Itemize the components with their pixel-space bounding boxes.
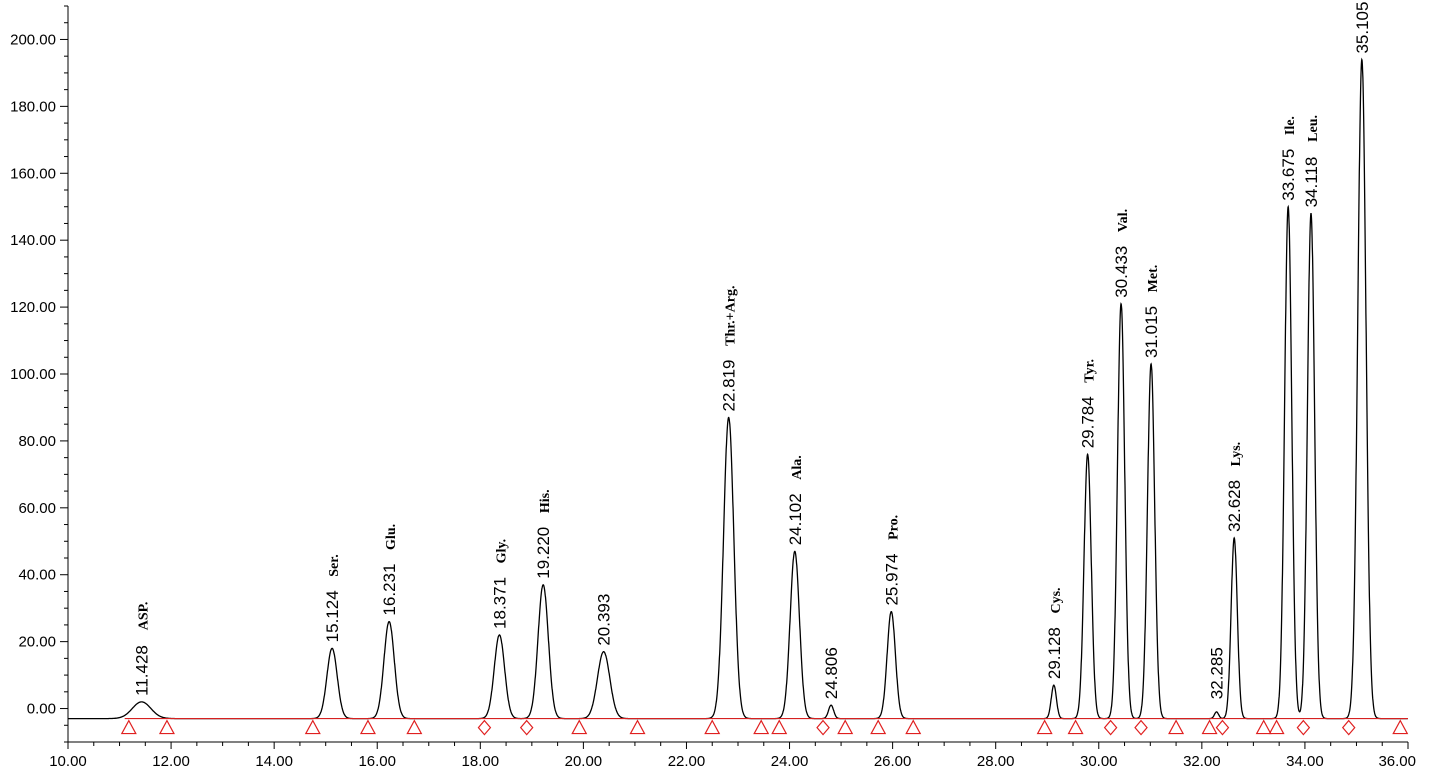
x-tick-label: 18.00	[462, 753, 500, 770]
x-tick-label: 10.00	[49, 753, 87, 770]
peak-retention-label: 18.371	[490, 577, 509, 629]
x-tick-label: 12.00	[152, 753, 190, 770]
peak-retention-label: 30.433	[1112, 246, 1131, 298]
y-tick-label: 40.00	[18, 567, 56, 584]
x-tick-label: 30.00	[1080, 753, 1118, 770]
peak-compound-label: Ala.	[790, 455, 805, 480]
trace-group	[68, 57, 1408, 720]
peak-compound-label: Lys.	[1229, 442, 1244, 467]
diamond-marker	[477, 719, 492, 736]
peak-compound-label: Tyr.	[1083, 359, 1098, 383]
x-tick-label: 22.00	[668, 753, 706, 770]
triangle-marker	[1168, 719, 1185, 735]
peak-compound-label: Ser.	[327, 554, 342, 576]
y-tick-label: 20.00	[18, 634, 56, 651]
peak-retention-label: 29.784	[1079, 396, 1098, 448]
peak-retention-label: 16.231	[380, 564, 399, 616]
triangle-marker	[629, 719, 646, 735]
triangle-marker	[158, 719, 175, 735]
peak-compound-label: Met.	[1146, 265, 1161, 293]
peak-retention-label: 11.428	[133, 645, 152, 696]
peak-retention-label: 15.124	[323, 590, 342, 642]
peak-compound-label: Thr.+Arg.	[724, 286, 739, 346]
peak-retention-label: 25.974	[882, 554, 901, 606]
x-tick-label: 26.00	[874, 753, 912, 770]
triangle-marker	[359, 719, 376, 735]
y-tick-label: 140.00	[10, 232, 56, 249]
peak-compound-label: Val.	[1116, 209, 1131, 232]
integration-markers	[120, 719, 1409, 736]
peak-retention-label: 29.128	[1045, 627, 1064, 679]
triangle-marker	[304, 719, 321, 735]
y-tick-label: 160.00	[10, 165, 56, 182]
peak-retention-label: 22.819	[720, 359, 739, 411]
x-tick-label: 34.00	[1286, 753, 1324, 770]
x-tick-label: 16.00	[358, 753, 396, 770]
peak-retention-label: 32.285	[1208, 647, 1227, 699]
diamond-marker	[1341, 719, 1356, 736]
peak-retention-label: 35.105	[1353, 2, 1372, 54]
y-tick-label: 120.00	[10, 299, 56, 316]
peak-retention-label: 33.675	[1279, 149, 1298, 201]
peak-compound-label: Glu.	[384, 524, 399, 550]
triangle-marker	[1067, 719, 1084, 735]
peak-retention-label: 20.393	[595, 594, 614, 646]
peak-retention-label: 24.806	[822, 647, 841, 699]
triangle-marker	[704, 719, 721, 735]
triangle-marker	[1392, 719, 1409, 735]
peak-compound-label: Gly.	[494, 539, 509, 564]
peak-compound-label: His.	[538, 489, 553, 513]
diamond-marker	[519, 719, 534, 736]
peak-retention-label: 34.118	[1302, 157, 1321, 208]
peak-retention-label: 19.220	[534, 527, 553, 579]
diamond-marker	[1103, 719, 1118, 736]
x-tick-label: 24.00	[771, 753, 809, 770]
peak-compound-label: Cys.	[1049, 587, 1064, 613]
diamond-marker	[1296, 719, 1311, 736]
triangle-marker	[1201, 719, 1218, 735]
diamond-marker	[1134, 719, 1148, 736]
peak-retention-label: 32.628	[1225, 480, 1244, 532]
diamond-marker	[816, 719, 830, 736]
peak-retention-label: 24.102	[786, 493, 805, 545]
peak-compound-label: ASP.	[137, 602, 152, 631]
x-tick-label: 32.00	[1183, 753, 1221, 770]
x-tick-label: 14.00	[255, 753, 293, 770]
y-tick-label: 80.00	[18, 433, 56, 450]
triangle-marker	[1255, 719, 1272, 735]
axes: 0.00 20.00 40.00 60.00 80.00 100.00 120.00 140.…	[10, 5, 1416, 770]
peak-compound-label: Pro.	[886, 515, 901, 540]
triangle-marker	[837, 719, 854, 735]
peak-retention-label: 31.015	[1142, 306, 1161, 358]
x-tick-label: 28.00	[977, 753, 1015, 770]
triangle-marker	[870, 719, 887, 735]
peak-labels: 11.428 ASP. 15.124 Ser. 16.231 Glu. 18.371 Gly.…	[133, 2, 1372, 700]
triangle-marker	[771, 719, 788, 735]
x-tick-label: 20.00	[565, 753, 603, 770]
peak-compound-label: Leu.	[1306, 115, 1321, 142]
triangle-marker	[120, 719, 137, 735]
y-tick-label: 100.00	[10, 366, 56, 383]
x-tick-label: 36.00	[1378, 753, 1416, 770]
y-tick-label: 180.00	[10, 98, 56, 115]
triangle-marker	[753, 719, 770, 735]
triangle-marker	[1268, 719, 1285, 735]
triangle-marker	[1036, 719, 1053, 735]
diamond-marker	[1215, 719, 1230, 736]
triangle-marker	[406, 719, 423, 735]
peak-compound-label: Ile.	[1283, 116, 1298, 135]
y-tick-label: 200.00	[10, 31, 56, 48]
y-tick-label: 0.00	[27, 701, 56, 718]
triangle-marker	[571, 719, 588, 735]
triangle-marker	[905, 719, 922, 735]
y-tick-label: 60.00	[18, 500, 56, 517]
